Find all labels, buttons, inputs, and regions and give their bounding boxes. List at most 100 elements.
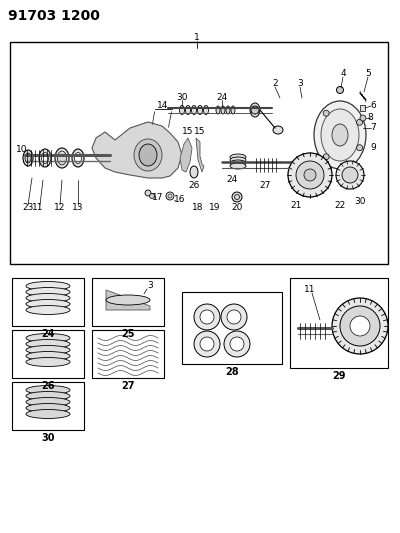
Text: 12: 12 bbox=[54, 203, 66, 212]
Ellipse shape bbox=[332, 124, 348, 146]
Circle shape bbox=[224, 331, 250, 357]
Text: 25: 25 bbox=[121, 329, 135, 339]
Text: 1: 1 bbox=[194, 34, 200, 43]
Ellipse shape bbox=[26, 351, 70, 360]
Text: 27: 27 bbox=[259, 181, 271, 190]
Text: 6: 6 bbox=[370, 101, 376, 110]
Ellipse shape bbox=[58, 151, 66, 165]
Text: 24: 24 bbox=[216, 93, 228, 101]
Circle shape bbox=[296, 161, 324, 189]
Ellipse shape bbox=[204, 106, 208, 115]
Ellipse shape bbox=[198, 106, 202, 115]
Circle shape bbox=[200, 337, 214, 351]
Circle shape bbox=[221, 304, 247, 330]
Bar bbox=[92, 330, 164, 378]
Text: 26: 26 bbox=[188, 181, 200, 190]
Text: 15: 15 bbox=[194, 126, 206, 135]
Text: 3: 3 bbox=[147, 281, 153, 290]
Bar bbox=[12, 382, 84, 430]
Text: 16: 16 bbox=[174, 196, 186, 205]
Circle shape bbox=[332, 298, 388, 354]
Circle shape bbox=[342, 167, 358, 183]
Ellipse shape bbox=[190, 166, 198, 178]
Circle shape bbox=[145, 190, 151, 196]
Circle shape bbox=[357, 145, 363, 151]
Ellipse shape bbox=[26, 305, 70, 314]
Text: 26: 26 bbox=[41, 381, 55, 391]
Ellipse shape bbox=[321, 109, 359, 161]
Circle shape bbox=[350, 316, 370, 336]
Text: 30: 30 bbox=[41, 433, 55, 443]
Text: 20: 20 bbox=[231, 203, 243, 212]
Ellipse shape bbox=[139, 144, 157, 166]
Text: 27: 27 bbox=[121, 381, 135, 391]
Ellipse shape bbox=[180, 106, 184, 115]
Text: 4: 4 bbox=[340, 69, 346, 78]
Text: 8: 8 bbox=[367, 114, 373, 123]
Ellipse shape bbox=[192, 106, 196, 115]
Text: 91703 1200: 91703 1200 bbox=[8, 9, 100, 23]
Text: 7: 7 bbox=[370, 124, 376, 133]
Circle shape bbox=[340, 306, 380, 346]
Ellipse shape bbox=[106, 295, 150, 305]
Circle shape bbox=[304, 169, 316, 181]
Ellipse shape bbox=[26, 403, 70, 413]
Ellipse shape bbox=[74, 152, 82, 164]
Ellipse shape bbox=[25, 153, 31, 163]
Circle shape bbox=[336, 86, 344, 93]
Text: 30: 30 bbox=[176, 93, 188, 101]
Bar bbox=[12, 278, 84, 326]
Ellipse shape bbox=[26, 287, 70, 296]
Circle shape bbox=[194, 331, 220, 357]
Ellipse shape bbox=[221, 106, 225, 114]
Circle shape bbox=[336, 161, 364, 189]
Ellipse shape bbox=[230, 160, 246, 166]
Ellipse shape bbox=[226, 106, 230, 114]
Text: 22: 22 bbox=[334, 200, 346, 209]
Ellipse shape bbox=[26, 398, 70, 407]
Text: 9: 9 bbox=[370, 143, 376, 152]
Ellipse shape bbox=[55, 148, 69, 168]
Text: 21: 21 bbox=[290, 200, 302, 209]
Text: 15: 15 bbox=[182, 126, 194, 135]
Circle shape bbox=[357, 119, 363, 125]
Ellipse shape bbox=[26, 300, 70, 309]
Text: 11: 11 bbox=[304, 286, 316, 295]
Text: 5: 5 bbox=[365, 69, 371, 78]
Circle shape bbox=[232, 192, 242, 202]
Text: 3: 3 bbox=[297, 79, 303, 88]
Text: 17: 17 bbox=[152, 193, 164, 203]
Ellipse shape bbox=[72, 149, 84, 167]
Text: 23: 23 bbox=[22, 203, 34, 212]
Bar bbox=[10, 42, 388, 264]
Polygon shape bbox=[196, 138, 204, 172]
Bar bbox=[182, 292, 282, 364]
Ellipse shape bbox=[216, 106, 220, 114]
Ellipse shape bbox=[134, 139, 162, 171]
Circle shape bbox=[251, 106, 259, 114]
Ellipse shape bbox=[26, 281, 70, 290]
Circle shape bbox=[323, 110, 329, 116]
Text: 30: 30 bbox=[354, 198, 366, 206]
Text: 19: 19 bbox=[209, 203, 221, 212]
Circle shape bbox=[230, 337, 244, 351]
Text: 29: 29 bbox=[332, 371, 346, 381]
Circle shape bbox=[200, 310, 214, 324]
Ellipse shape bbox=[26, 334, 70, 343]
Bar bbox=[290, 278, 388, 368]
Ellipse shape bbox=[26, 340, 70, 349]
Ellipse shape bbox=[23, 150, 33, 166]
Text: 13: 13 bbox=[72, 203, 84, 212]
Ellipse shape bbox=[26, 358, 70, 367]
Ellipse shape bbox=[39, 149, 51, 167]
Ellipse shape bbox=[230, 157, 246, 163]
Ellipse shape bbox=[26, 392, 70, 400]
Text: 14: 14 bbox=[157, 101, 169, 109]
Polygon shape bbox=[180, 138, 192, 172]
Circle shape bbox=[150, 193, 154, 198]
Circle shape bbox=[360, 115, 366, 121]
Bar bbox=[360, 105, 365, 111]
Text: 2: 2 bbox=[272, 79, 278, 88]
Ellipse shape bbox=[26, 385, 70, 394]
Ellipse shape bbox=[231, 106, 235, 114]
